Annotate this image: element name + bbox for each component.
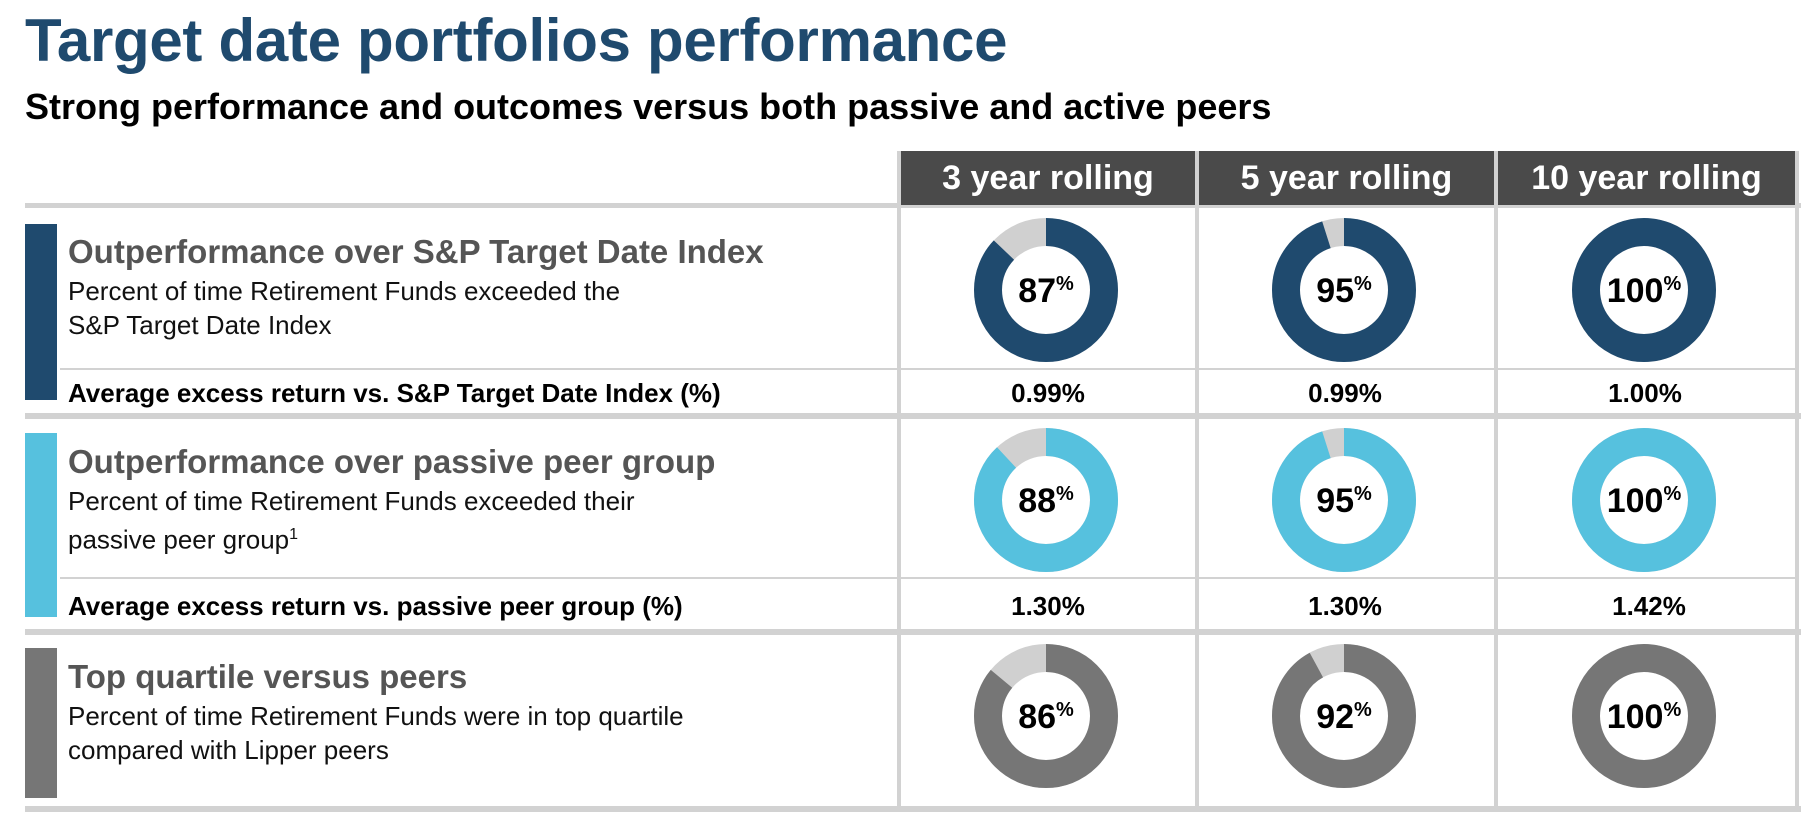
row-divider-2a (60, 577, 1799, 579)
column-divider-3 (1494, 151, 1498, 811)
donut-quartile-3yr: 86% (974, 644, 1118, 788)
donut-quartile-10yr: 100% (1572, 644, 1716, 788)
row-divider-1a (60, 368, 1799, 370)
avg-value-passive-10yr: 1.42% (1612, 591, 1686, 621)
column-divider-1 (897, 151, 901, 811)
section-title-quartile: Top quartile versus peers (68, 658, 468, 695)
table-bottom-divider (25, 806, 1801, 812)
section-divider-1 (25, 413, 1801, 419)
donut-passive-5yr: 95% (1272, 428, 1416, 572)
donut-quartile-5yr: 92% (1272, 644, 1416, 788)
donut-value-slice (1572, 428, 1716, 572)
avg-value-sp-10yr: 1.00% (1608, 378, 1682, 408)
section-desc-passive: Percent of time Retirement Funds exceede… (68, 484, 728, 557)
donut-passive-3yr: 88% (974, 428, 1118, 572)
page-subtitle: Strong performance and outcomes versus b… (25, 86, 1272, 127)
avg-value-sp-3yr: 0.99% (1011, 378, 1085, 408)
donut-value-slice (974, 218, 1118, 362)
section-desc-line: compared with Lipper peers (68, 735, 389, 765)
section-desc-line: Percent of time Retirement Funds exceede… (68, 276, 621, 306)
avg-value-sp-5yr: 0.99% (1308, 378, 1382, 408)
donut-value-label: 86% (1018, 698, 1074, 736)
section-title-sp-index: Outperformance over S&P Target Date Inde… (68, 233, 764, 270)
donut-value-slice (1272, 218, 1416, 362)
page-title: Target date portfolios performance (25, 7, 1008, 74)
column-header-10yr: 10 year rolling (1498, 151, 1795, 205)
avg-value-passive-3yr: 1.30% (1011, 591, 1085, 621)
column-header-3yr: 3 year rolling (901, 151, 1195, 205)
donut-sp-10yr: 100% (1572, 218, 1716, 362)
donut-value-slice (974, 428, 1118, 572)
donut-value-label: 92% (1316, 698, 1372, 736)
avg-value-passive-5yr: 1.30% (1308, 591, 1382, 621)
donut-sp-3yr: 87% (974, 218, 1118, 362)
section-desc-quartile: Percent of time Retirement Funds were in… (68, 699, 728, 767)
table-top-divider (25, 203, 1801, 208)
column-divider-4 (1795, 151, 1799, 811)
donut-sp-5yr: 95% (1272, 218, 1416, 362)
section-desc-sp-index: Percent of time Retirement Funds exceede… (68, 274, 728, 342)
avg-label-passive: Average excess return vs. passive peer g… (68, 591, 683, 621)
donut-value-slice (1272, 428, 1416, 572)
donut-value-label: 100% (1607, 698, 1682, 736)
column-header-5yr: 5 year rolling (1199, 151, 1494, 205)
donut-passive-10yr: 100% (1572, 428, 1716, 572)
donut-value-label: 100% (1607, 482, 1682, 520)
column-divider-2 (1195, 151, 1199, 811)
donut-value-label: 95% (1316, 272, 1372, 310)
donut-value-slice (1572, 644, 1716, 788)
section-accent-sp-index (25, 224, 57, 400)
avg-label-sp-index: Average excess return vs. S&P Target Dat… (68, 378, 721, 408)
donut-value-label: 87% (1018, 272, 1074, 310)
donut-value-label: 100% (1607, 272, 1682, 310)
section-desc-line: Percent of time Retirement Funds exceede… (68, 486, 635, 516)
section-accent-passive (25, 433, 57, 617)
donut-value-label: 95% (1316, 482, 1372, 520)
donut-value-slice (974, 644, 1118, 788)
section-desc-line: S&P Target Date Index (68, 310, 332, 340)
donut-value-label: 88% (1018, 482, 1074, 520)
section-title-passive: Outperformance over passive peer group (68, 443, 716, 480)
donut-value-slice (1572, 218, 1716, 362)
section-desc-line: passive peer group (68, 524, 290, 555)
footnote-marker: 1 (289, 526, 299, 543)
donut-value-slice (1272, 644, 1416, 788)
section-accent-quartile (25, 648, 57, 798)
section-divider-2 (25, 629, 1801, 635)
section-desc-line: Percent of time Retirement Funds were in… (68, 701, 684, 731)
